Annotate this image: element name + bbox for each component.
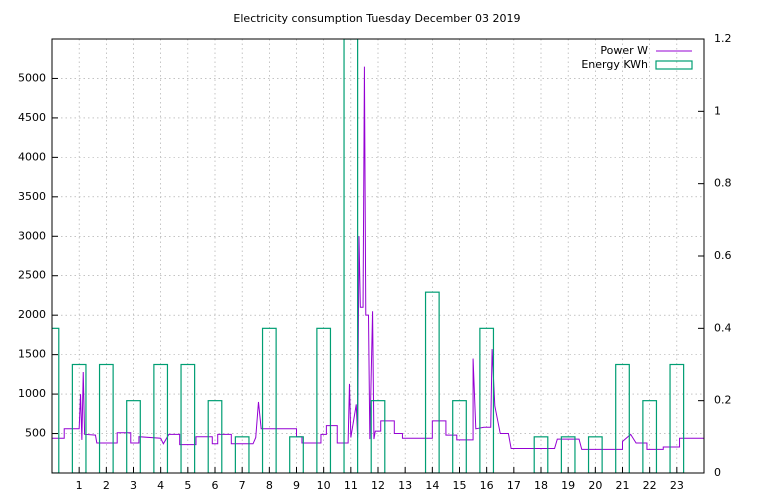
energy-bar [289,436,304,473]
energy-bar [52,327,60,473]
x-tick-label: 22 [643,479,657,492]
y-tick-label: 500 [25,427,46,440]
x-tick-label: 13 [398,479,412,492]
x-tick-label: 12 [371,479,385,492]
y-tick-label: 2500 [18,269,46,282]
energy-bar [234,436,250,473]
y-tick-label: 4000 [18,150,46,163]
y-tick-label: 1500 [18,348,46,361]
x-tick-label: 6 [212,479,219,492]
y-tick-label: 1000 [18,387,46,400]
energy-bar [180,363,196,473]
legend-swatch [655,60,693,70]
x-tick-label: 19 [561,479,575,492]
x-tick-label: 15 [453,479,467,492]
y2-tick-label: 1.2 [714,32,732,45]
x-tick-label: 23 [670,479,684,492]
energy-bar [261,327,277,473]
energy-bar [71,363,87,473]
x-tick-label: 4 [157,479,164,492]
y2-tick-label: 1 [714,104,721,117]
y2-tick-label: 0.8 [714,177,732,190]
x-tick-label: 2 [103,479,110,492]
x-tick-label: 9 [293,479,300,492]
x-tick-label: 17 [507,479,521,492]
energy-bar [669,363,685,473]
plot-frame [51,38,705,474]
y-tick-label: 4500 [18,111,46,124]
energy-bar [533,436,549,473]
y-tick-label: 2000 [18,308,46,321]
energy-bar [615,363,630,473]
energy-bar [98,363,114,473]
x-tick-label: 10 [317,479,331,492]
y-tick-label: 5000 [18,71,46,84]
x-tick-label: 7 [239,479,246,492]
x-tick-label: 20 [588,479,602,492]
energy-bar [153,363,169,473]
x-tick-label: 8 [266,479,273,492]
x-tick-label: 18 [534,479,548,492]
legend-label: Energy KWh [581,58,648,71]
y2-tick-label: 0 [714,466,721,479]
y-tick-label: 3500 [18,190,46,203]
energy-bar [479,327,495,473]
x-tick-label: 14 [425,479,439,492]
x-tick-label: 5 [184,479,191,492]
chart-title: Electricity consumption Tuesday December… [233,12,520,25]
legend-label: Power W [600,44,648,57]
energy-bar [560,436,576,473]
energy-bar [316,327,332,473]
x-tick-label: 16 [480,479,494,492]
x-tick-label: 11 [344,479,358,492]
y2-tick-label: 0.6 [714,249,732,262]
y-tick-label: 3000 [18,229,46,242]
y2-tick-label: 0.4 [714,321,732,334]
energy-bar [343,39,359,473]
power-line [52,66,704,450]
plot-area [52,39,704,473]
energy-bar [587,436,603,473]
x-tick-label: 1 [76,479,83,492]
x-tick-label: 3 [130,479,137,492]
y2-tick-label: 0.2 [714,394,732,407]
x-tick-label: 21 [616,479,630,492]
